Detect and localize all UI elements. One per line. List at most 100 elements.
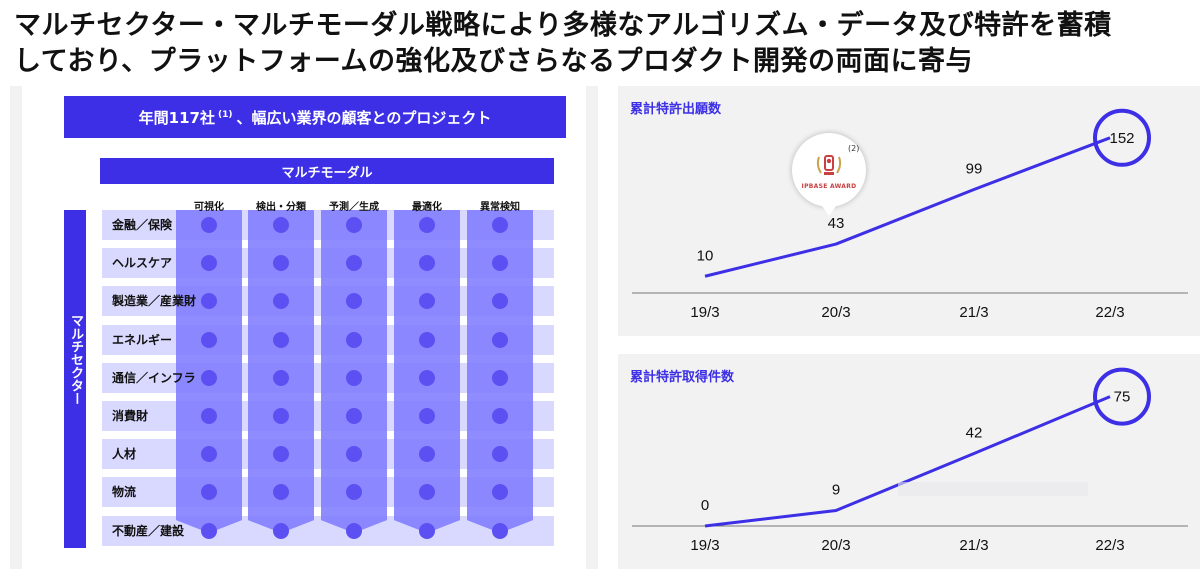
matrix-dot [201, 293, 217, 310]
matrix-dot [346, 446, 362, 463]
matrix-row-label: ヘルスケア [112, 256, 173, 271]
matrix-dot [492, 484, 508, 501]
matrix-dot [346, 217, 362, 233]
matrix-dot [419, 255, 435, 272]
matrix-dot [201, 484, 217, 501]
matrix-dot [273, 255, 289, 272]
data-label: 9 [832, 481, 840, 498]
trophy-icon [815, 151, 843, 181]
banner-text: 年間117社 [138, 108, 215, 127]
headline-line-2: しており、プラットフォームの強化及びさらなるプロダクト開発の両面に寄与 [14, 46, 973, 77]
banner-text-2: 、幅広い業界の顧客とのプロジェクト [236, 108, 492, 127]
award-text: IPBASE AWARD [801, 182, 857, 190]
matrix-dot [273, 217, 289, 233]
matrix-dot [419, 369, 435, 386]
x-tick-label: 21/3 [959, 304, 988, 321]
matrix-column-header: 異常検知 [480, 202, 520, 213]
matrix-row-label: 物流 [112, 485, 137, 500]
matrix-dot [419, 293, 435, 310]
matrix-dot [201, 255, 217, 272]
matrix-dot [201, 217, 217, 233]
matrix-row-label: 不動産／建設 [112, 523, 185, 538]
matrix-dot [346, 331, 362, 348]
chart-title: 累計特許出願数 [630, 102, 722, 117]
matrix-dot [273, 331, 289, 348]
matrix-dot [273, 446, 289, 463]
matrix-dot [346, 369, 362, 386]
matrix-row-label: エネルギー [112, 332, 173, 347]
matrix-dot [419, 408, 435, 424]
matrix-row-label: 消費財 [112, 409, 149, 423]
matrix-dot [201, 331, 217, 348]
matrix-panel: 年間117社 (1) 、幅広い業界の顧客とのプロジェクト マルチモーダル 可視化… [10, 86, 598, 569]
highlight-circle [1093, 108, 1151, 167]
matrix-row-label: 製造業／産業財 [112, 294, 197, 309]
matrix-dot [419, 217, 435, 233]
matrix-dot [492, 331, 508, 348]
x-tick-label: 20/3 [821, 304, 850, 321]
matrix-dot [419, 446, 435, 463]
x-tick-label: 21/3 [959, 537, 988, 554]
data-label: 10 [697, 247, 714, 264]
matrix-dot [492, 255, 508, 272]
matrix-dot [273, 293, 289, 310]
series-line [704, 395, 1111, 528]
matrix-dot [346, 522, 362, 539]
chart-title: 累計特許取得件数 [630, 370, 735, 385]
matrix-row-label: 金融／保険 [112, 218, 173, 232]
matrix-dot [201, 522, 217, 539]
matrix-dot [346, 484, 362, 501]
highlight-circle [1093, 367, 1151, 426]
patent-applications-panel: 累計特許出願数 19/3 20/3 21/3 22/3 10 43 99 152 IPBASE… [618, 86, 1200, 336]
matrix-dot [346, 293, 362, 310]
data-label: 42 [966, 425, 983, 442]
matrix-column-header: 予測／生成 [329, 202, 379, 213]
matrix-dot [201, 369, 217, 386]
matrix-dot [273, 408, 289, 424]
patent-applications-chart: 19/3 20/3 21/3 22/3 10 43 99 152 [632, 108, 1188, 321]
matrix-dot [273, 369, 289, 386]
patents-granted-chart: 19/3 20/3 21/3 22/3 0 9 42 75 [632, 367, 1188, 554]
matrix-dot [346, 408, 362, 424]
matrix-dot [492, 446, 508, 463]
data-label: 99 [966, 160, 983, 177]
x-tick-label: 22/3 [1095, 537, 1124, 554]
award-badge: IPBASE AWARD [792, 133, 866, 216]
page-headline: マルチセクター・マルチモーダル戦略により多様なアルゴリズム・データ及び特許を蓄積… [14, 8, 1194, 80]
headline-line-1: マルチセクター・マルチモーダル戦略により多様なアルゴリズム・データ及び特許を蓄積 [14, 10, 1112, 41]
matrix-dot [492, 217, 508, 233]
matrix-row-label: 人材 [112, 447, 137, 462]
series-line [704, 136, 1111, 278]
patents-granted-panel: 累計特許取得件数 19/3 20/3 21/3 22/3 0 9 42 75 [618, 354, 1200, 569]
matrix-dot [273, 484, 289, 501]
faded-annotation [898, 482, 1088, 496]
multisector-bar [64, 210, 86, 548]
matrix-dot [346, 255, 362, 272]
matrix-area: 年間117社 (1) 、幅広い業界の顧客とのプロジェクト マルチモーダル 可視化… [22, 86, 586, 569]
data-label: 43 [828, 215, 845, 232]
matrix-column-header: 検出・分類 [256, 202, 306, 213]
matrix-dot [419, 331, 435, 348]
matrix-dot [492, 522, 508, 539]
matrix-dot [492, 369, 508, 386]
data-label: 0 [701, 497, 709, 514]
multimodal-header: マルチモーダル [100, 158, 554, 184]
x-tick-label: 20/3 [821, 537, 850, 554]
matrix-dot [419, 484, 435, 501]
matrix-dot [492, 293, 508, 310]
matrix-dot [419, 522, 435, 539]
x-tick-label: 22/3 [1095, 304, 1124, 321]
multisector-label: マルチセクター [68, 314, 83, 405]
matrix-column-header: 最適化 [412, 202, 442, 213]
matrix-dot [201, 446, 217, 463]
data-label: 152 [1109, 130, 1134, 147]
x-tick-label: 19/3 [690, 304, 719, 321]
x-tick-label: 19/3 [690, 537, 719, 554]
projects-banner: 年間117社 (1) 、幅広い業界の顧客とのプロジェクト [64, 96, 566, 138]
award-footnote: (2) [848, 144, 860, 153]
matrix-dot [201, 408, 217, 424]
banner-footnote: (1) [217, 110, 233, 120]
matrix-row-label: 通信／インフラ [112, 370, 196, 385]
matrix-column-header: 可視化 [194, 202, 224, 213]
matrix-dot [492, 408, 508, 424]
